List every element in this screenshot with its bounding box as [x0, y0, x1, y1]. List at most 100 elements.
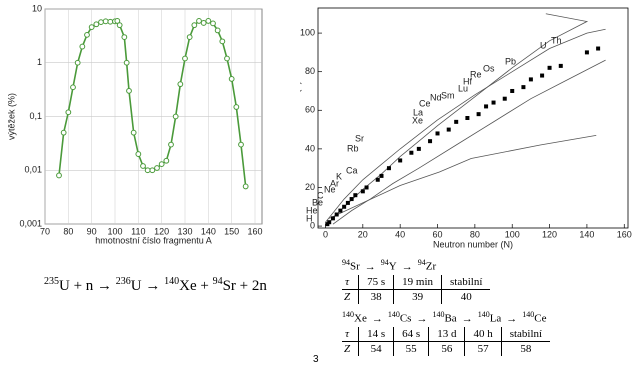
table-row: τ 14 s 64 s 13 d 40 h stabilní	[342, 326, 551, 342]
y-tick-label: 60	[305, 105, 315, 115]
stable-nuclide	[584, 50, 589, 55]
data-point	[163, 157, 170, 164]
x-tick-label: 80	[470, 229, 480, 239]
data-point	[60, 129, 67, 136]
boundary-line	[325, 28, 606, 223]
element-label: He	[306, 205, 318, 215]
stable-nuclide	[409, 150, 414, 155]
data-point	[210, 20, 216, 27]
element-label: K	[336, 171, 342, 181]
stable-nuclide	[484, 104, 489, 109]
element-label: Xe	[412, 115, 423, 125]
table-cell: 58	[500, 341, 551, 356]
mass-number: 140	[387, 310, 400, 319]
decay-table: 94Sr → 94Y → 94Zr τ 75 s 19 min stabilní Z 38 39 40	[342, 258, 491, 304]
element-label: Sr	[355, 133, 364, 143]
data-point	[98, 19, 104, 26]
element-label: Rb	[347, 143, 359, 153]
stable-nuclide	[454, 119, 459, 124]
stable-nuclide	[379, 173, 384, 178]
stable-nuclide	[342, 204, 347, 209]
stable-nuclide	[540, 73, 545, 78]
x-tick-label: 40	[395, 229, 405, 239]
table-cell: 38	[358, 289, 394, 304]
stable-nuclide	[375, 177, 380, 182]
arrow: →	[371, 312, 383, 325]
stable-nuclide	[416, 146, 421, 151]
table-cell: 64 s	[393, 326, 429, 342]
y-tick-label: 0	[310, 220, 315, 230]
x-tick-label: 80	[63, 226, 73, 236]
decay-table: 140Xe → 140Cs → 140Ba → 140La → 140Ce τ 14 s 64 s 13…	[342, 310, 551, 356]
mass-number: 140	[522, 310, 535, 319]
table-cell: 55	[393, 341, 429, 356]
data-point	[214, 27, 221, 34]
arrow: →	[506, 312, 518, 325]
data-point	[126, 87, 132, 94]
page-number: 3	[313, 354, 319, 365]
stable-nuclide	[465, 116, 470, 120]
table-row: Z 54 55 56 57 58	[342, 341, 551, 356]
stable-nuclide	[476, 112, 481, 117]
x-tick-label: 100	[107, 226, 122, 236]
stable-nuclide	[596, 46, 601, 51]
boundary-line	[325, 13, 589, 227]
stable-nuclide	[491, 100, 496, 105]
stable-nuclide	[547, 65, 552, 70]
x-tick-label: 70	[40, 226, 50, 236]
mass-number: 140	[477, 310, 490, 319]
stable-nuclide	[330, 216, 335, 221]
element-label: Th	[551, 35, 562, 45]
data-point	[74, 59, 81, 66]
data-point	[70, 84, 76, 91]
table-row: τ 75 s 19 min stabilní	[342, 274, 491, 290]
table-cell: stabilní	[500, 326, 551, 342]
y-tick-label: 80	[305, 66, 315, 76]
element-label: Ca	[346, 165, 358, 175]
x-tick-label: 20	[358, 229, 368, 239]
mass-number: 140	[432, 310, 445, 319]
decay-chain: 140Xe → 140Cs → 140Ba → 140La → 140Ce	[342, 310, 550, 325]
data-point	[205, 18, 212, 24]
equation-text: U →	[130, 278, 165, 294]
mass-number: 94	[342, 258, 350, 267]
stable-nuclide	[398, 158, 403, 163]
y-tick-label: 1	[37, 57, 42, 67]
x-tick-label: 160	[247, 226, 262, 236]
table-cell: Z	[344, 290, 351, 303]
element-symbol: Y	[388, 260, 397, 273]
mass-number: 94	[417, 258, 426, 267]
data-point	[196, 18, 202, 24]
element-symbol: Ce	[534, 312, 547, 325]
x-tick-label: 90	[87, 226, 97, 236]
stable-nuclide	[510, 88, 515, 93]
stable-nuclide	[558, 63, 563, 68]
element-symbol: Cs	[399, 312, 412, 325]
mass-number: 235	[44, 276, 59, 287]
stable-nuclide	[502, 96, 507, 101]
data-point	[177, 81, 184, 88]
x-tick-label: 110	[131, 226, 145, 236]
element-symbol: La	[489, 312, 502, 325]
table-cell: 39	[393, 289, 442, 304]
table-cell: 56	[428, 341, 465, 356]
stable-nuclide	[428, 139, 433, 144]
data-point	[242, 183, 249, 190]
data-point	[168, 141, 174, 148]
table-cell: 54	[358, 341, 394, 356]
arrow: →	[416, 312, 428, 325]
y-tick-label: 0,001	[19, 218, 42, 228]
boundary-line	[329, 134, 597, 219]
element-symbol: Xe	[354, 312, 367, 325]
stable-nuclide	[338, 208, 343, 213]
element-label: Hf	[463, 76, 472, 86]
data-point	[107, 18, 114, 25]
x-tick-label: 160	[617, 229, 632, 239]
y-tick-label: 40	[305, 143, 315, 153]
mass-number: 94	[212, 276, 223, 287]
stable-nuclide	[360, 189, 365, 194]
stable-nuclide	[345, 200, 350, 205]
table-cell: 19 min	[393, 274, 442, 290]
